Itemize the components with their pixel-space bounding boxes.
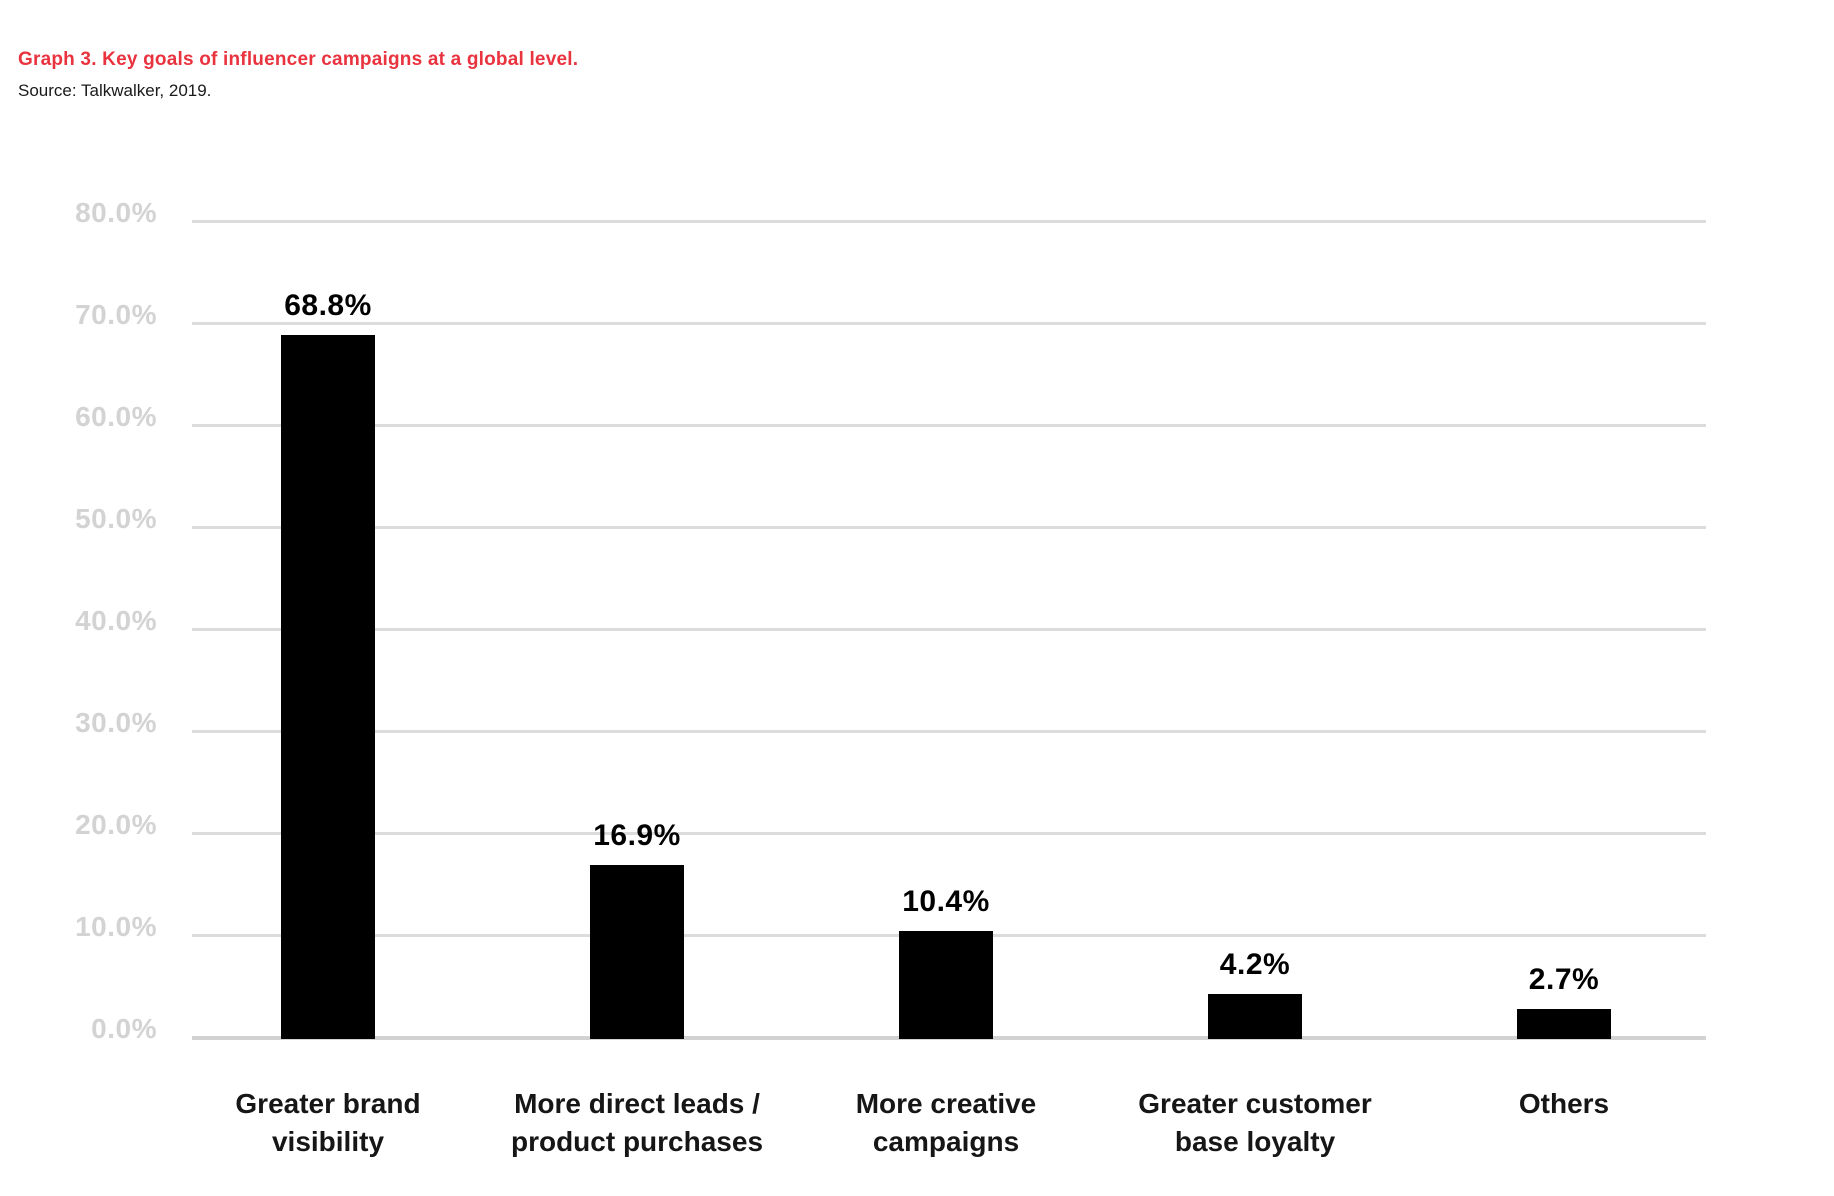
bar-greater-brand-visibility [281, 335, 375, 1039]
y-axis-tick-label: 50.0% [75, 503, 157, 534]
gridline [192, 627, 1706, 631]
bar-value-label: 10.4% [902, 884, 990, 918]
bar-others [1517, 1009, 1611, 1039]
bar-more-creative-campaigns [899, 930, 993, 1039]
x-axis-category-label: Greater customer base loyalty [1138, 1088, 1372, 1157]
y-axis-tick-label: 70.0% [75, 299, 157, 330]
x-axis-category-label: More creative campaigns [855, 1088, 1037, 1157]
y-axis-tick-label: 0.0% [91, 1013, 157, 1044]
y-axis-tick-label: 60.0% [75, 401, 157, 432]
chart-title: Graph 3. Key goals of influencer campaig… [18, 49, 579, 70]
bar-value-label: 16.9% [593, 818, 681, 852]
x-axis-category-label: Greater brand visibility [235, 1088, 421, 1157]
x-axis-category-label: Others [1518, 1088, 1610, 1119]
gridline [192, 423, 1706, 427]
bar-more-direct-leads-product-purchases [590, 864, 684, 1039]
y-axis-tick-label: 10.0% [75, 911, 157, 942]
y-axis-tick-label: 40.0% [75, 605, 157, 636]
bar-value-label: 4.2% [1219, 948, 1291, 982]
gridline [192, 525, 1706, 529]
y-axis-tick-label: 80.0% [75, 197, 157, 228]
gridline [192, 219, 1706, 223]
chart-source: Source: Talkwalker, 2019. [18, 81, 212, 100]
gridline [192, 831, 1706, 835]
bar-value-label: 2.7% [1528, 963, 1600, 997]
bar-greater-customer-base-loyalty [1208, 994, 1302, 1039]
bar-value-label: 68.8% [284, 289, 372, 323]
gridline [192, 321, 1706, 325]
gridline [192, 729, 1706, 733]
y-axis-tick-label: 20.0% [75, 809, 157, 840]
y-axis-tick-label: 30.0% [75, 707, 157, 738]
x-axis-category-label: More direct leads / product purchases [510, 1088, 764, 1157]
